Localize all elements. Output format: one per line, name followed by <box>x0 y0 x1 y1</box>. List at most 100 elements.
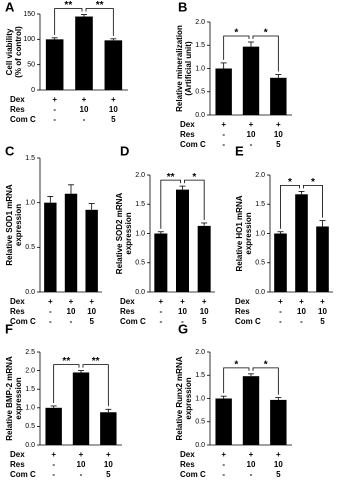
y-tick-label: 0.5 <box>195 89 205 96</box>
treatment-value: + <box>278 297 283 306</box>
treatment-name: Dex <box>10 95 25 104</box>
y-axis-label: Relative mineralization <box>175 25 184 112</box>
bar <box>44 202 57 292</box>
treatment-value: - <box>181 317 184 326</box>
treatment-name: Com C <box>10 470 36 479</box>
treatment-value: + <box>299 297 304 306</box>
bar <box>85 209 98 292</box>
y-tick-label: 0.5 <box>25 244 35 251</box>
treatment-value: + <box>320 297 325 306</box>
treatment-name: Res <box>10 460 25 469</box>
y-axis-label: Relative HO1 mRNA <box>235 195 244 271</box>
treatment-value: 10 <box>80 105 89 114</box>
bar <box>64 193 78 292</box>
y-tick-label: 100 <box>23 36 35 43</box>
significance-bracket <box>54 8 83 35</box>
treatment-name: Com C <box>180 140 206 149</box>
treatment-value: - <box>49 307 52 316</box>
y-axis-label: (Artificial unit) <box>184 41 193 96</box>
y-tick-label: 0.0 <box>195 112 205 119</box>
bar <box>274 233 287 292</box>
treatment-name: Dex <box>120 297 135 306</box>
y-tick-label: 1.0 <box>25 200 35 207</box>
significance-bracket <box>82 364 109 407</box>
y-tick-label: 2.0 <box>25 367 35 374</box>
significance-bracket <box>252 35 279 72</box>
treatment-value: + <box>276 450 281 459</box>
significance-bracket <box>303 184 323 218</box>
y-tick-label: 1.5 <box>25 386 35 393</box>
panel-label: C <box>5 143 15 158</box>
treatment-value: + <box>51 450 56 459</box>
treatment-value: - <box>52 460 55 469</box>
treatment-value: + <box>111 95 116 104</box>
panel-label: D <box>120 143 129 158</box>
y-tick-label: 2.0 <box>195 19 205 26</box>
y-tick-label: 1.0 <box>195 65 205 72</box>
treatment-value: + <box>158 297 163 306</box>
panel-label: G <box>178 321 188 336</box>
treatment-value: - <box>49 317 52 326</box>
y-axis-label: (% of control) <box>14 26 23 78</box>
significance-bracket <box>53 364 80 403</box>
treatment-name: Dex <box>10 450 25 459</box>
y-tick-label: 1.0 <box>25 405 35 412</box>
significance-label: * <box>234 359 238 370</box>
significance-label: ** <box>62 356 70 367</box>
y-tick-label: 0 <box>31 87 35 94</box>
y-axis-label: expression <box>244 212 253 254</box>
treatment-name: Res <box>10 307 25 316</box>
treatment-value: - <box>83 115 86 124</box>
treatment-value: + <box>221 450 226 459</box>
treatment-value: 10 <box>104 460 113 469</box>
treatment-value: 5 <box>276 470 281 479</box>
y-tick-label: 0.0 <box>195 442 205 449</box>
bar <box>242 376 260 445</box>
treatment-name: Com C <box>10 115 36 124</box>
bar <box>270 399 287 445</box>
y-tick-label: 0.5 <box>25 423 35 430</box>
bar <box>104 40 123 90</box>
y-tick-label: 1.5 <box>255 201 265 208</box>
bar <box>100 412 117 445</box>
treatment-value: 10 <box>274 460 283 469</box>
y-tick-label: 0.0 <box>25 442 35 449</box>
treatment-value: 10 <box>318 307 327 316</box>
panel-label: F <box>5 321 13 336</box>
treatment-value: 5 <box>202 317 207 326</box>
treatment-value: 10 <box>200 307 209 316</box>
bar <box>215 398 232 445</box>
treatment-value: + <box>106 450 111 459</box>
treatment-name: Res <box>180 460 195 469</box>
bar <box>72 372 90 445</box>
y-axis-label: Relative BMP-2 mRNA <box>5 356 14 441</box>
y-tick-label: 1.5 <box>195 42 205 49</box>
treatment-value: - <box>53 105 56 114</box>
panel-label: A <box>5 0 15 14</box>
treatment-value: 5 <box>106 470 111 479</box>
panel-label: E <box>235 143 244 158</box>
treatment-value: + <box>69 297 74 306</box>
treatment-name: Com C <box>235 317 261 326</box>
treatment-name: Dex <box>10 297 25 306</box>
treatment-value: 10 <box>297 307 306 316</box>
treatment-value: + <box>221 120 226 129</box>
significance-label: ** <box>64 0 72 11</box>
treatment-value: 10 <box>247 130 256 139</box>
y-tick-label: 1.0 <box>255 230 265 237</box>
bar <box>45 407 62 445</box>
treatment-value: + <box>82 95 87 104</box>
significance-bracket <box>252 367 279 395</box>
significance-label: * <box>311 177 315 188</box>
treatment-name: Com C <box>180 470 206 479</box>
treatment-name: Res <box>120 307 135 316</box>
significance-label: * <box>234 28 238 39</box>
y-tick-label: 150 <box>23 11 35 18</box>
bar <box>270 77 287 115</box>
treatment-value: 10 <box>77 460 86 469</box>
treatment-value: 10 <box>274 130 283 139</box>
treatment-name: Com C <box>120 317 146 326</box>
treatment-value: - <box>222 470 225 479</box>
treatment-name: Dex <box>180 450 195 459</box>
bar <box>316 226 329 292</box>
